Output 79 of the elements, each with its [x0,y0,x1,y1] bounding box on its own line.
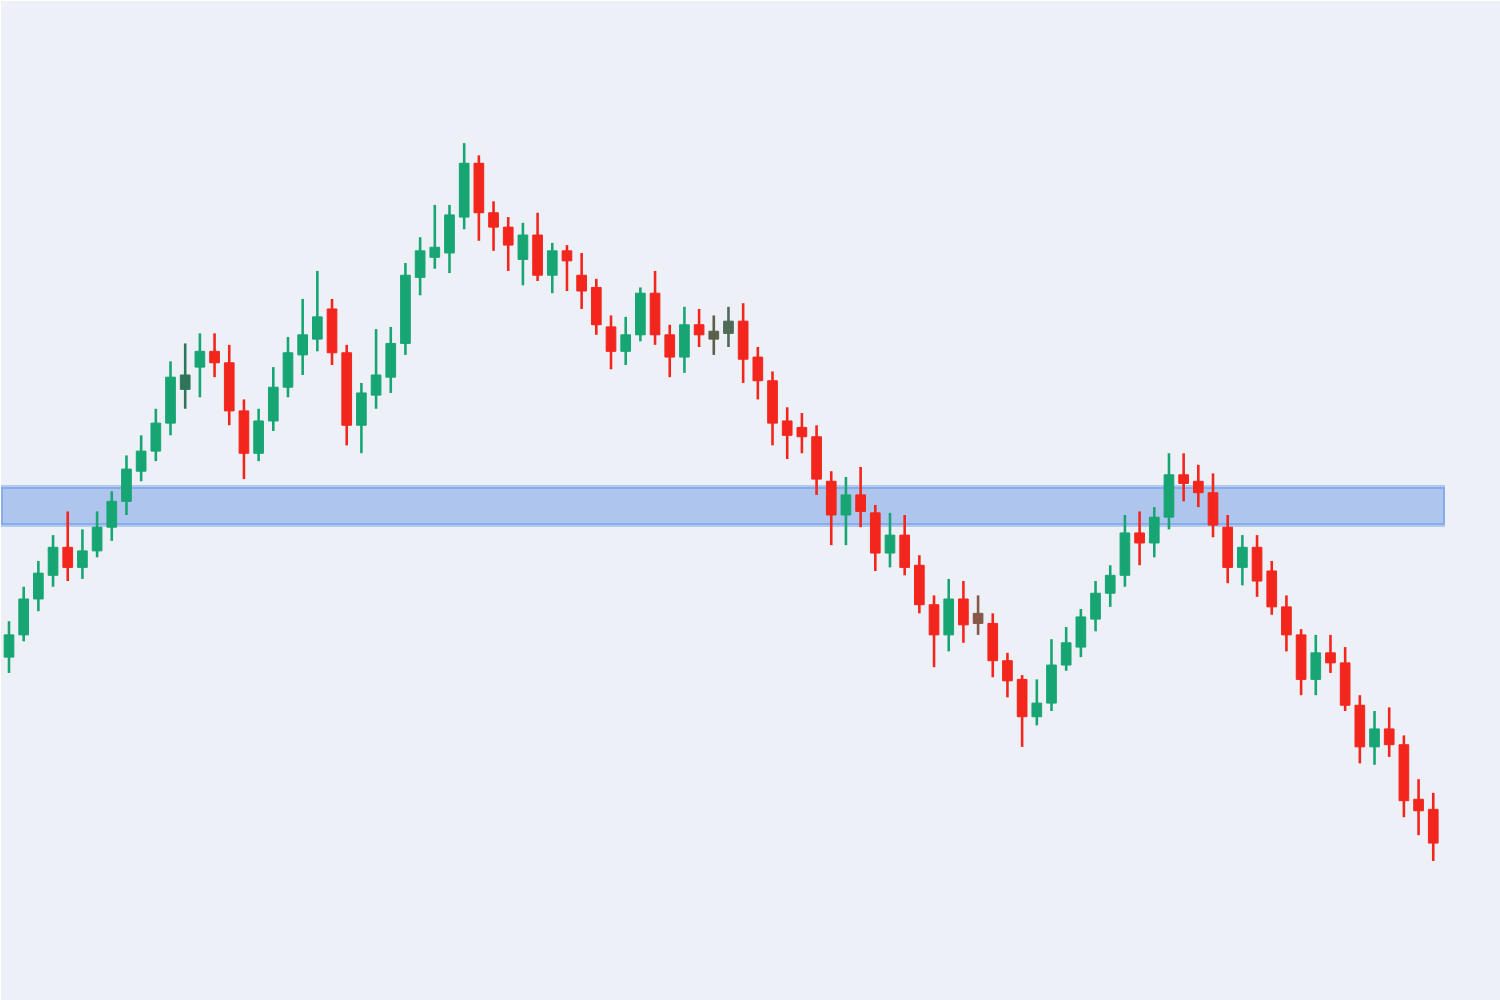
candlestick [958,579,969,645]
candlestick [561,243,573,293]
candlestick [928,594,940,669]
candlestick [1427,791,1439,863]
candlestick [723,305,734,349]
candlestick [708,314,720,357]
candlestick [1046,637,1057,713]
candlestick [1339,645,1351,713]
candlestick [1134,510,1145,567]
candlestick [1310,633,1322,697]
candlestick [1413,777,1424,837]
candlestick [635,286,646,343]
candlestick [605,314,617,371]
candlestick [1031,678,1043,727]
candlestick [1281,594,1292,653]
candlestick [3,619,15,675]
candlestick [855,465,866,529]
candlestick [1163,451,1175,531]
candlestick [679,305,690,375]
candlestick [253,407,264,463]
candlestick [209,332,220,379]
candlestick [267,365,279,433]
candlestick [546,241,558,295]
candlestick [1192,463,1204,509]
candlestick [825,469,837,547]
candlestick [62,510,74,583]
candlestick [1090,579,1101,633]
candlestick [1178,451,1189,503]
candlestick [1119,513,1131,589]
candlestick [693,307,705,349]
candlestick [649,269,661,347]
candlestick [1148,505,1160,559]
candlestick [488,199,499,253]
candlestick [91,510,103,559]
candlestick [444,203,455,275]
candlestick [532,211,543,283]
candlestick [811,423,822,497]
candlestick [194,332,206,399]
candlestick [884,511,896,569]
candlestick [1222,513,1234,585]
candlestick [47,533,59,589]
candlestick [356,381,367,455]
candlestick [767,370,778,447]
candlestick [179,342,191,411]
candlestick [1325,633,1336,675]
candlestick [987,612,999,679]
candlestick [869,503,881,573]
candlestick [576,251,587,311]
candlestick [972,594,984,637]
candlestick [840,475,852,547]
candlestick [620,315,632,367]
candlestick [590,277,602,337]
candlestick [1354,693,1366,765]
candlestick [1383,706,1395,759]
candlestick [106,490,118,543]
candlestick [135,434,147,483]
candlestick [297,297,309,377]
candlestick [77,528,88,581]
candlestick [914,553,925,615]
candlestick [1207,472,1219,539]
candlestick [1369,709,1380,767]
candlestick [1104,563,1116,609]
candlestick [1237,533,1248,587]
candlestick [1016,673,1028,749]
candlestick [150,407,162,463]
candlestick [33,559,44,613]
candlestick [312,269,323,353]
candlestick [18,585,30,643]
candlestick [664,323,676,379]
candlestick [238,398,250,481]
candlestick [121,454,132,517]
candlestick [1002,651,1013,699]
candlestick [282,335,294,399]
candlestick [165,360,176,437]
candlestick [502,215,514,273]
candlestick [1295,627,1307,697]
candlestick [517,221,529,287]
candlestick [899,513,911,577]
candlestick [943,577,955,653]
